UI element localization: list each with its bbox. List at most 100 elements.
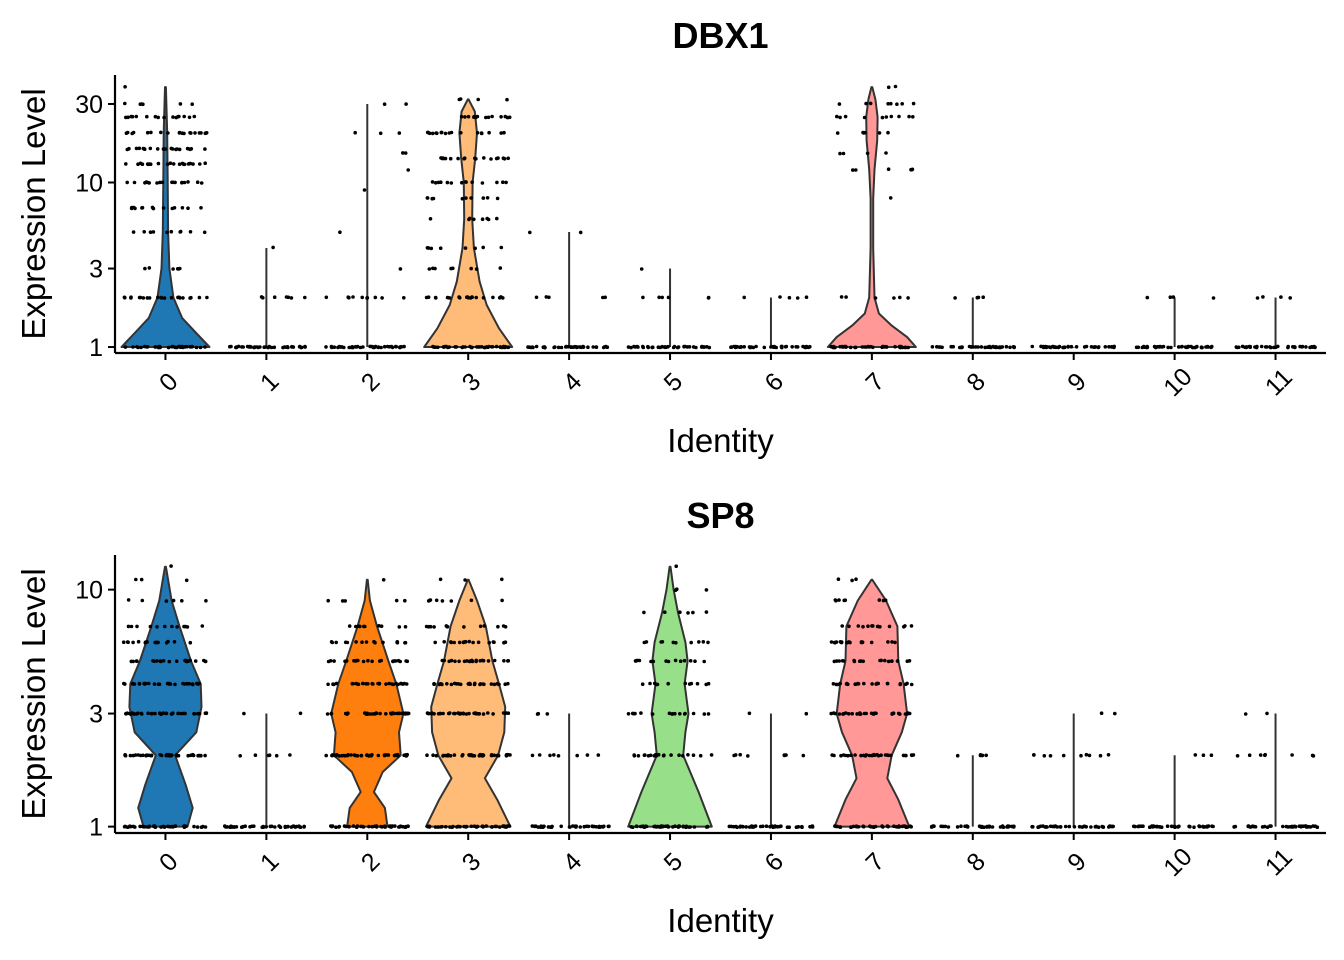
- data-point: [123, 824, 128, 829]
- data-point: [869, 640, 874, 645]
- data-point: [741, 824, 745, 829]
- data-point: [177, 344, 182, 349]
- data-point: [130, 114, 135, 119]
- data-point: [462, 659, 467, 664]
- data-point: [405, 711, 409, 716]
- data-point: [391, 711, 395, 715]
- data-point: [203, 147, 207, 151]
- data-point: [682, 712, 687, 716]
- data-point: [360, 640, 364, 644]
- data-point: [666, 681, 670, 686]
- data-point: [1048, 754, 1053, 758]
- data-point: [869, 825, 873, 829]
- data-point: [787, 295, 792, 300]
- data-point: [340, 345, 344, 349]
- data-point: [458, 824, 462, 829]
- x-tick-label: 4: [558, 367, 588, 397]
- data-point: [332, 345, 337, 350]
- y-tick-label: 3: [89, 701, 103, 729]
- data-point: [674, 564, 678, 568]
- data-point: [481, 196, 486, 200]
- data-point: [176, 711, 181, 716]
- data-point: [135, 345, 139, 349]
- points-8: [930, 295, 1016, 350]
- data-point: [285, 824, 290, 829]
- data-point: [139, 345, 143, 350]
- data-point: [145, 114, 149, 119]
- data-point: [398, 267, 403, 271]
- data-point: [1103, 345, 1108, 349]
- data-point: [443, 131, 448, 136]
- data-point: [203, 659, 207, 664]
- data-point: [499, 131, 504, 135]
- data-point: [501, 156, 506, 160]
- data-point: [432, 682, 436, 686]
- data-point: [186, 753, 190, 758]
- data-point: [438, 246, 443, 250]
- data-point: [863, 130, 867, 135]
- data-point: [653, 824, 658, 829]
- data-point: [709, 753, 714, 757]
- data-point: [1258, 753, 1263, 757]
- data-point: [367, 824, 371, 829]
- data-point: [224, 825, 228, 829]
- data-point: [303, 345, 307, 349]
- data-point: [169, 712, 174, 716]
- data-point: [238, 754, 242, 758]
- data-point: [806, 345, 810, 350]
- data-point: [428, 598, 432, 602]
- data-point: [159, 712, 163, 716]
- data-point: [182, 114, 186, 119]
- data-point: [499, 295, 503, 299]
- data-point: [387, 824, 392, 828]
- data-point: [324, 345, 328, 349]
- x-tick-label: 11: [1260, 843, 1298, 881]
- data-point: [1244, 345, 1249, 350]
- data-point: [337, 754, 342, 758]
- data-point: [136, 753, 141, 757]
- data-point: [885, 681, 890, 686]
- y-tick-label: 30: [75, 91, 103, 119]
- data-point: [837, 712, 842, 716]
- data-point: [1209, 753, 1214, 757]
- data-point: [186, 206, 190, 210]
- data-point: [156, 682, 161, 686]
- data-point: [911, 115, 915, 119]
- data-point: [664, 824, 668, 829]
- data-point: [1313, 345, 1317, 350]
- data-point: [291, 345, 296, 349]
- data-point: [329, 345, 334, 350]
- data-point: [174, 659, 179, 663]
- data-point: [664, 659, 668, 663]
- data-point: [364, 640, 369, 644]
- data-point: [907, 114, 911, 119]
- data-point: [564, 344, 568, 349]
- data-point: [178, 102, 183, 106]
- data-point: [139, 577, 144, 582]
- data-point: [1310, 345, 1314, 349]
- data-point: [1165, 824, 1170, 828]
- data-point: [180, 180, 184, 185]
- data-point: [469, 824, 474, 829]
- points-7: [829, 577, 916, 829]
- data-point: [129, 295, 133, 300]
- data-point: [707, 345, 712, 350]
- data-point: [151, 206, 156, 211]
- data-point: [425, 196, 430, 200]
- violin-3: [425, 578, 512, 828]
- data-point: [203, 161, 207, 165]
- data-point: [706, 296, 711, 300]
- data-point: [546, 825, 551, 829]
- data-point: [906, 296, 910, 300]
- data-point: [503, 825, 508, 829]
- data-point: [1032, 753, 1036, 757]
- data-point: [839, 753, 843, 758]
- data-point: [1048, 824, 1053, 829]
- data-point: [1290, 753, 1294, 757]
- data-point: [360, 295, 365, 300]
- data-point: [1265, 825, 1270, 829]
- data-point: [338, 230, 342, 234]
- data-point: [959, 345, 963, 350]
- data-point: [141, 296, 146, 300]
- data-point: [354, 640, 358, 644]
